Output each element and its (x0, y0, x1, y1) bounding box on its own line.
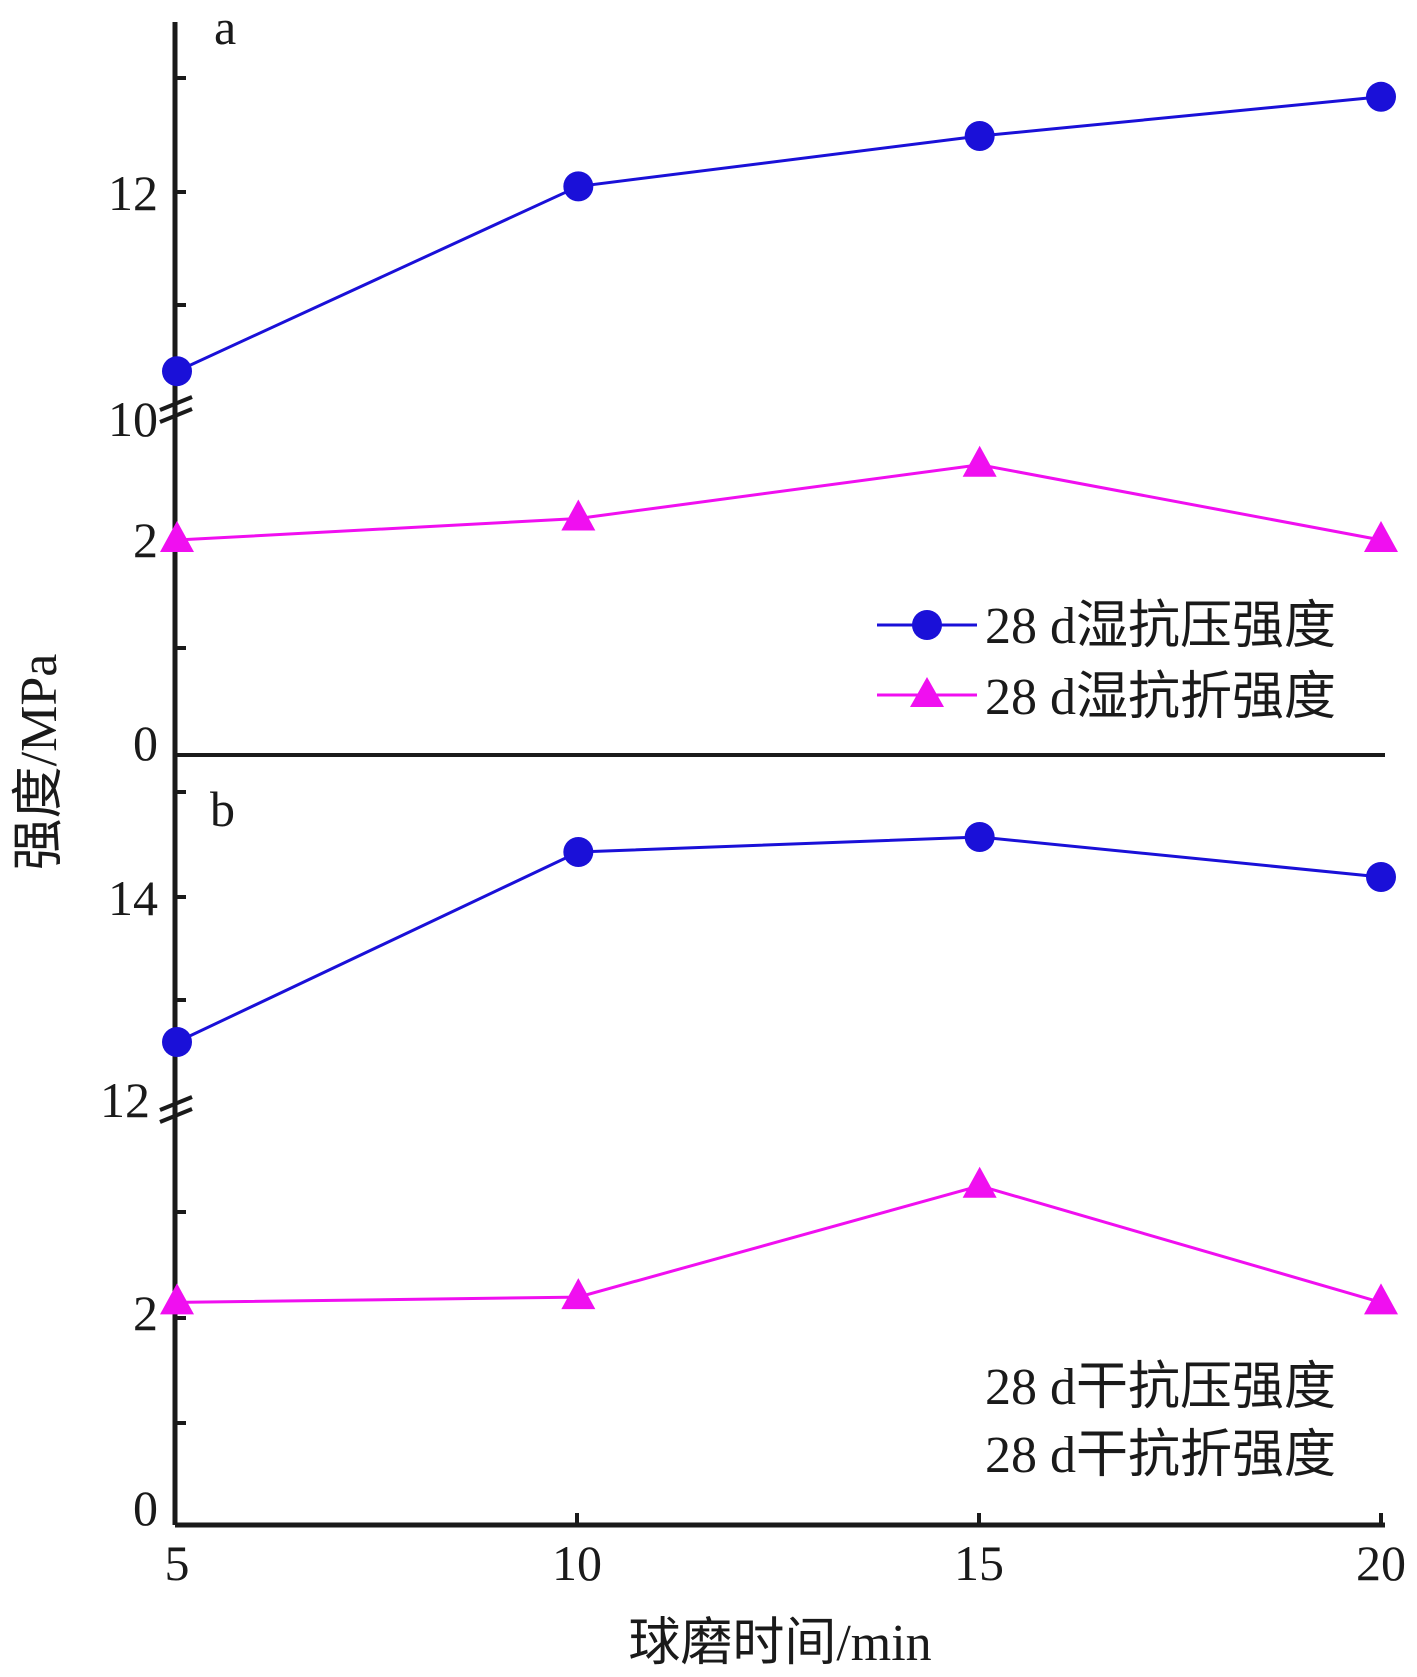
y-tick-label-b-12: 12 (100, 1072, 150, 1128)
legend-a-compressive-label: 28 d湿抗压强度 (985, 598, 1336, 655)
panel-b-series-0-point-0 (162, 1027, 192, 1057)
legend-a-flexural-label: 28 d湿抗折强度 (985, 669, 1336, 726)
panel-b-series-0-point-1 (563, 837, 594, 867)
panel-b-series-1-point-0 (160, 1283, 194, 1315)
panel-a-series-1-point-3 (1364, 521, 1398, 552)
panel-a-series-1-line (176, 463, 1382, 542)
panel-a-axis-break (159, 395, 193, 424)
x-tick-label-20: 20 (1356, 1535, 1406, 1591)
y-tick-label-b-0: 0 (133, 1480, 158, 1536)
y-tick-label-a-10: 10 (108, 391, 158, 447)
panel-b-axis-break (159, 1095, 193, 1124)
x-tick-label-15: 15 (954, 1535, 1004, 1591)
legend-a: 28 d湿抗压强度 28 d湿抗折强度 (877, 598, 1336, 726)
x-tick-label-5: 5 (165, 1535, 190, 1591)
panel-a-series-0-point-3 (1366, 81, 1396, 112)
panel-a-label: a (214, 0, 236, 55)
y-tick-label-a-12: 12 (108, 165, 158, 221)
series-layer (160, 81, 1398, 1315)
panel-a-series-0-line (176, 95, 1382, 373)
panel-a-series-1-point-2 (962, 445, 997, 477)
panel-a-series-0-point-2 (964, 121, 995, 151)
panel-a-series-1-point-0 (160, 521, 194, 552)
panel-a-series-0-point-1 (563, 171, 594, 202)
legend-b-compressive-label: 28 d干抗压强度 (985, 1359, 1336, 1416)
y-tick-label-b-2: 2 (133, 1285, 158, 1341)
panel-b-series-1-point-3 (1364, 1283, 1398, 1315)
y-tick-label-a-0: 0 (133, 715, 158, 771)
y-tick-label-b-14: 14 (108, 870, 158, 926)
y-tick-label-a-2: 2 (133, 512, 158, 568)
panel-b-series-0-point-2 (964, 822, 995, 852)
panel-a-series-0-point-0 (162, 356, 192, 387)
x-tick-label-10: 10 (552, 1535, 602, 1591)
y-axis-title: 强度/MPa (11, 654, 68, 871)
panel-a-series-1-point-1 (561, 499, 596, 531)
legend-a-compressive-marker (912, 610, 942, 640)
legend-b: 28 d干抗压强度 28 d干抗折强度 (985, 1359, 1336, 1484)
legend-b-flexural-label: 28 d干抗折强度 (985, 1427, 1336, 1484)
panel-b-series-0-line (176, 835, 1382, 1044)
panel-b-label: b (210, 781, 235, 837)
panel-b-series-0-point-3 (1366, 862, 1396, 892)
panel-b-series-1-point-2 (962, 1166, 997, 1198)
x-tick-marks (575, 1513, 1383, 1525)
x-axis-title: 球磨时间/min (628, 1615, 931, 1672)
legend-a-flexural-marker (910, 677, 944, 707)
panel-b-series-1-line (176, 1184, 1382, 1304)
panel-b-series-1-point-1 (561, 1278, 596, 1310)
